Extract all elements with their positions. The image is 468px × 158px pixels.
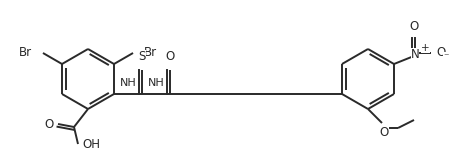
- Text: ⁻: ⁻: [443, 52, 448, 62]
- Text: NH: NH: [120, 78, 136, 88]
- Text: NH: NH: [147, 78, 164, 88]
- Text: O: O: [436, 46, 445, 60]
- Text: OH: OH: [82, 139, 100, 152]
- Text: Br: Br: [19, 46, 32, 60]
- Text: O: O: [410, 20, 418, 33]
- Text: +: +: [421, 43, 430, 53]
- Text: S: S: [138, 50, 146, 63]
- Text: O: O: [380, 126, 388, 139]
- Text: Br: Br: [144, 46, 157, 60]
- Text: N: N: [410, 48, 419, 61]
- Text: O: O: [45, 118, 54, 131]
- Text: O: O: [165, 50, 175, 63]
